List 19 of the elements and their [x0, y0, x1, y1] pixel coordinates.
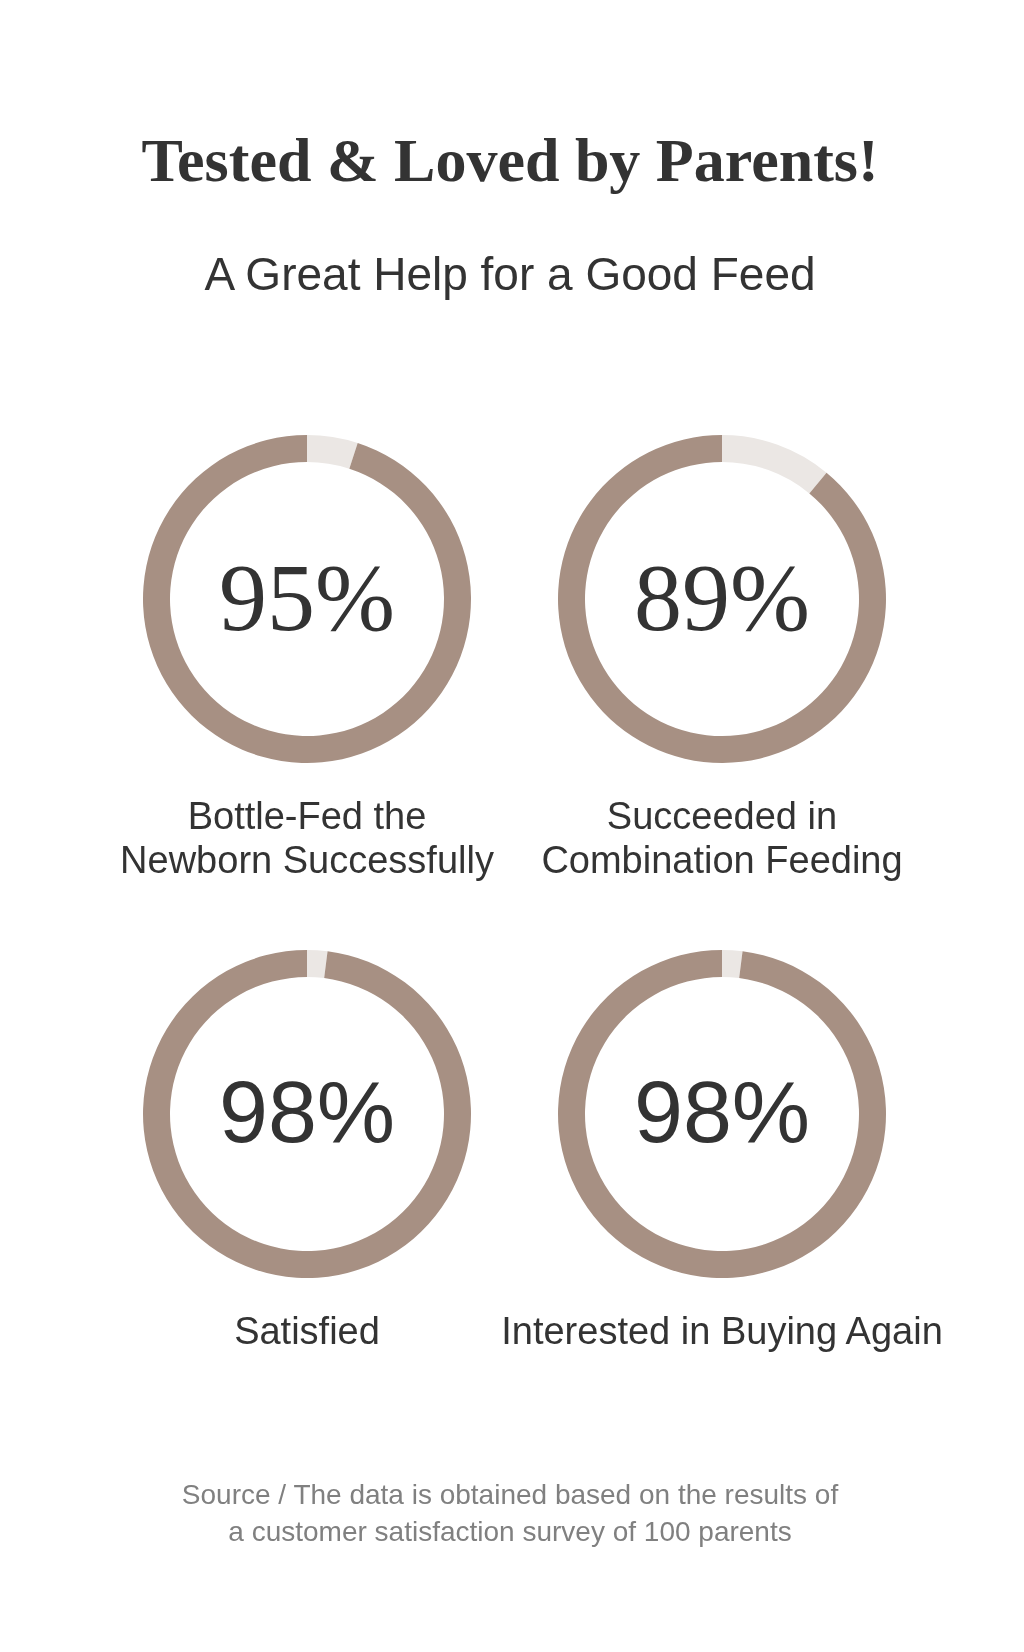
data-label: 95%	[219, 544, 395, 651]
source-note: Source / The data is obtained based on the results of a customer satisfaction survey of 100 parents	[181, 1479, 839, 1547]
donut-slice	[143, 435, 471, 763]
text: Bottle-Fed the Newborn Successfully	[120, 795, 494, 881]
text: A Great Help for a Good Feed	[204, 248, 816, 300]
donut-slice	[722, 950, 743, 979]
text: Satisfied	[234, 1310, 380, 1352]
data-label: 98%	[218, 1062, 396, 1161]
text: Tested & Loved by Parents!	[141, 126, 879, 194]
donut-slice	[307, 950, 328, 979]
donut-slice	[143, 950, 471, 1278]
donut-slice	[307, 435, 358, 469]
donut-slice	[558, 950, 886, 1278]
text: Interested in Buying Again	[501, 1310, 943, 1352]
donut-slice	[558, 435, 886, 763]
text: Succeeded in Combination Feeding	[541, 795, 903, 881]
data-label: 98%	[633, 1062, 811, 1161]
donut-slice	[722, 435, 827, 494]
data-label: 89%	[634, 544, 810, 651]
